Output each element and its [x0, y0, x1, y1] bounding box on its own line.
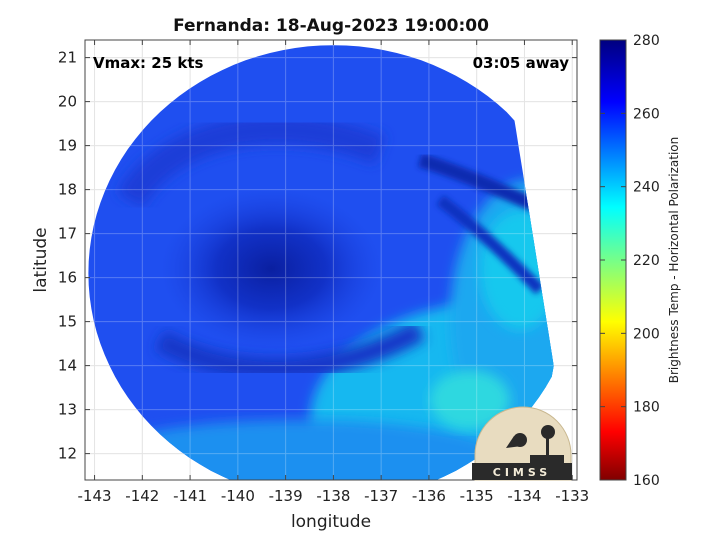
y-tick-label: 15: [58, 313, 77, 331]
x-tick-label: -136: [412, 487, 446, 505]
x-tick-label: -134: [507, 487, 541, 505]
x-axis-label: longitude: [291, 512, 371, 532]
colorbar-ticks: 160 180 200 220 240 260 280: [600, 33, 660, 489]
x-tick-label: -141: [173, 487, 207, 505]
logo-antenna-icon: [506, 436, 522, 448]
x-tick-label: -138: [316, 487, 350, 505]
y-tick-label: 18: [58, 181, 77, 199]
colorbar-label: Brightness Temp - Horizontal Polarizatio…: [667, 137, 681, 384]
logo-building-icon: [530, 455, 564, 463]
y-tick-label: 14: [58, 357, 77, 375]
y-tick-label: 12: [58, 445, 77, 463]
x-tick-label: -133: [555, 487, 589, 505]
colorbar-tick-label: 260: [633, 106, 660, 122]
chart-title: Fernanda: 18-Aug-2023 19:00:00: [173, 16, 489, 36]
x-tick-label: -139: [269, 487, 303, 505]
logo-water-tower-icon: [541, 425, 555, 439]
x-axis-ticks: -143 -142 -141 -140 -139 -138 -137 -136 -135 -134…: [78, 40, 589, 505]
y-axis-label: latitude: [31, 227, 51, 292]
colorbar-tick-label: 180: [633, 400, 660, 416]
storm-center: [161, 188, 382, 349]
time-offset-annotation: 03:05 away: [473, 54, 570, 72]
colorbar-tick-label: 200: [633, 326, 660, 342]
y-axis-ticks: 12 13 14 15 16 17 18 19 20 21: [58, 49, 577, 463]
x-tick-label: -140: [221, 487, 255, 505]
y-tick-label: 16: [58, 269, 77, 287]
vmax-annotation: Vmax: 25 kts: [93, 54, 203, 72]
x-tick-label: -137: [364, 487, 398, 505]
logo-banner: [472, 463, 572, 480]
colorbar-tick-label: 160: [633, 473, 660, 489]
x-tick-label: -142: [125, 487, 159, 505]
y-tick-label: 13: [58, 401, 77, 419]
colorbar-tick-label: 240: [633, 180, 660, 196]
y-tick-label: 21: [58, 49, 77, 67]
x-tick-label: -135: [460, 487, 494, 505]
logo-text: CIMSS: [493, 466, 551, 479]
y-tick-label: 20: [58, 93, 77, 111]
cimss-logo: CIMSS: [472, 406, 572, 481]
y-tick-label: 17: [58, 225, 77, 243]
y-tick-label: 19: [58, 137, 77, 155]
x-tick-label: -143: [78, 487, 112, 505]
axes-frame: [84, 39, 578, 481]
colorbar-tick-label: 280: [633, 33, 660, 49]
colorbar-tick-label: 220: [633, 253, 660, 269]
